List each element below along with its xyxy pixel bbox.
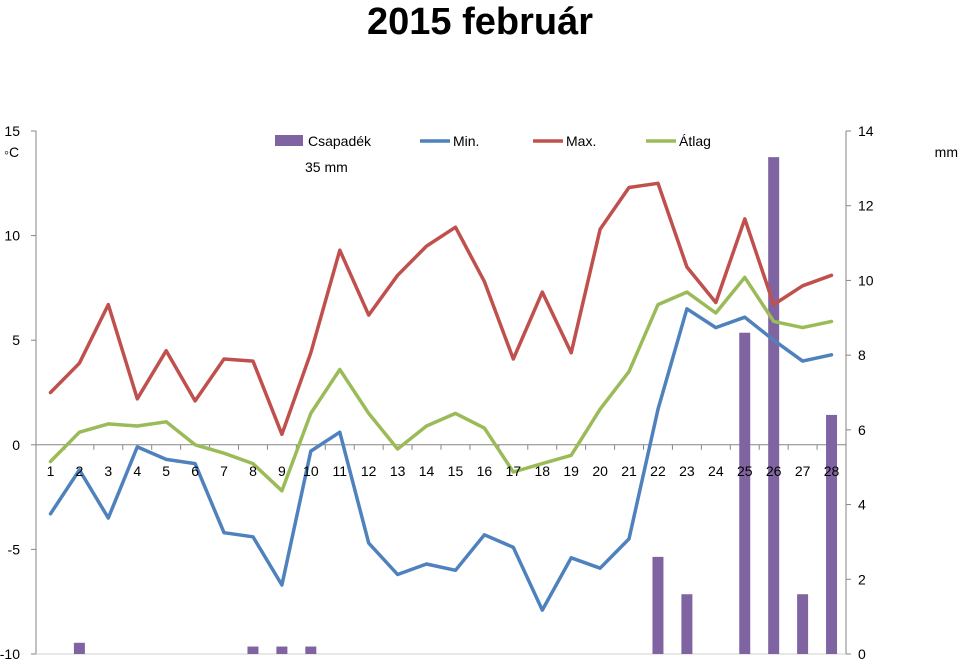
right-tick-label: 4 <box>858 497 866 513</box>
right-tick-label: 8 <box>858 347 866 363</box>
x-tick-label: 18 <box>534 463 550 479</box>
left-axis-unit: ◦C <box>4 144 19 160</box>
x-tick-label: 15 <box>448 463 464 479</box>
right-tick-label: 2 <box>858 571 866 587</box>
x-tick-label: 16 <box>477 463 493 479</box>
x-tick-label: 9 <box>278 463 286 479</box>
right-axis-unit: mm <box>935 144 958 160</box>
x-tick-label: 20 <box>592 463 608 479</box>
left-tick-label: 10 <box>4 228 20 244</box>
bar-precip-23 <box>681 594 693 654</box>
right-tick-label: 10 <box>858 272 874 288</box>
x-tick-label: 11 <box>332 463 347 479</box>
x-tick-label: 4 <box>133 463 141 479</box>
x-tick-label: 17 <box>506 463 522 479</box>
series-line-min <box>48 307 834 612</box>
x-tick-label: 1 <box>47 463 55 479</box>
x-tick-label: 27 <box>795 463 811 479</box>
x-tick-labels: 1 2 3 4 5 6 7 8 9 10 11 12 13 14 15 16 17 18 19 20 21 22 23 24 2… <box>47 463 840 479</box>
legend-label-max: Max. <box>566 133 596 149</box>
left-tick-label: -5 <box>8 541 21 557</box>
right-tick-label: 0 <box>858 646 866 662</box>
left-tick-label: 0 <box>12 437 20 453</box>
precipitation-bars <box>73 157 838 654</box>
x-tick-label: 3 <box>104 463 112 479</box>
left-tick-label: 5 <box>12 332 20 348</box>
bar-precip-28 <box>826 414 838 654</box>
x-tick-label: 2 <box>75 463 83 479</box>
x-tick-label: 12 <box>361 463 377 479</box>
x-tick-label: 24 <box>708 463 724 479</box>
right-tick-label: 14 <box>858 123 874 139</box>
bar-precip-27 <box>797 594 809 654</box>
right-tick-label: 6 <box>858 422 866 438</box>
temperature-lines <box>48 181 834 612</box>
bar-precip-10 <box>305 646 317 654</box>
bar-note: 35 mm <box>305 159 348 175</box>
legend-label-min: Min. <box>453 133 479 149</box>
x-tick-label: 23 <box>679 463 695 479</box>
legend: Csapadék 35 mm Min. Max. Átlag <box>275 133 711 175</box>
legend-label-tlag: Átlag <box>679 133 711 149</box>
x-tick-label: 6 <box>191 463 199 479</box>
x-tick-label: 7 <box>220 463 228 479</box>
right-tick-label: 12 <box>858 198 874 214</box>
x-tick-label: 21 <box>621 463 637 479</box>
left-tick-label: -10 <box>0 646 20 662</box>
x-tick-label: 8 <box>249 463 257 479</box>
bar-precip-9 <box>276 646 288 654</box>
x-tick-label: 26 <box>766 463 782 479</box>
bar-precip-26 <box>768 157 780 654</box>
bar-precip-2 <box>73 642 85 654</box>
x-tick-label: 22 <box>650 463 666 479</box>
x-tick-label: 19 <box>563 463 579 479</box>
bar-precip-8 <box>247 646 259 654</box>
left-tick-label: 15 <box>4 123 20 139</box>
x-tick-label: 14 <box>419 463 435 479</box>
bar-precip-25 <box>739 332 751 654</box>
x-tick-label: 10 <box>303 463 319 479</box>
bar-precip-22 <box>652 556 664 654</box>
series-line-tlag <box>48 275 834 493</box>
x-tick-label: 28 <box>824 463 840 479</box>
x-tick-label: 25 <box>737 463 753 479</box>
x-tick-label: 5 <box>162 463 170 479</box>
x-tick-label: 13 <box>390 463 406 479</box>
legend-swatch-csapadek <box>275 135 303 146</box>
chart-title: 2015 február <box>366 1 593 43</box>
legend-label-csapadek: Csapadék <box>308 133 372 149</box>
series-line-max <box>48 181 834 437</box>
